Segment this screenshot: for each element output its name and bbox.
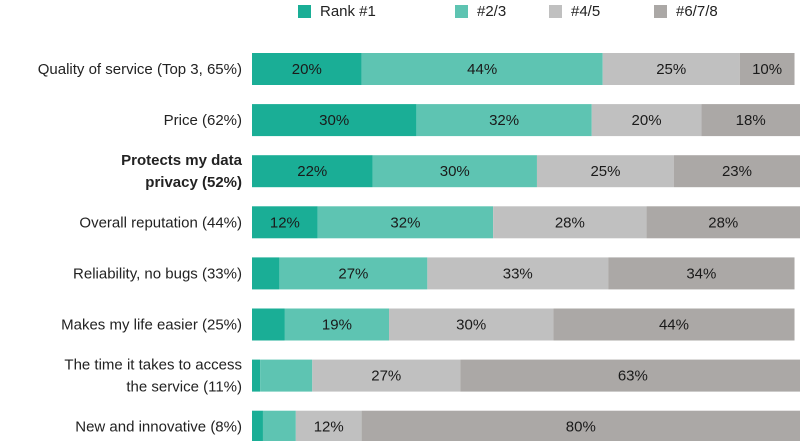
bar-segment-6-7-8 (673, 155, 800, 188)
category-label: Quality of service (Top 3, 65%) (38, 61, 242, 78)
data-label: 30% (456, 317, 486, 334)
legend-label-rank-1: Rank #1 (320, 3, 376, 20)
data-label: 12% (314, 419, 344, 436)
category-label: Makes my life easier (25%) (61, 317, 242, 334)
data-label: 30% (440, 163, 470, 180)
data-label: 30% (319, 112, 349, 129)
category-label: New and innovative (8%) (75, 419, 242, 436)
legend-swatch-2-3 (455, 5, 468, 18)
data-label: 10% (752, 61, 782, 78)
bar-segment-6-7-8 (460, 359, 800, 392)
bar-segment-2-3 (262, 410, 296, 441)
legend-swatch-6-7-8 (654, 5, 667, 18)
data-label: 44% (467, 61, 497, 78)
data-label: 28% (708, 214, 738, 231)
data-label: 80% (566, 419, 596, 436)
data-label: 22% (297, 163, 327, 180)
data-label: 32% (390, 214, 420, 231)
legend-swatch-4-5 (549, 5, 562, 18)
data-label: 34% (686, 265, 716, 282)
bar-segment-2-3 (317, 206, 494, 239)
bar-segment-6-7-8 (553, 308, 795, 341)
category-label: privacy (52%) (145, 174, 242, 191)
bar-segment-2-3 (361, 53, 603, 85)
bar-segment-4-5 (591, 104, 702, 137)
bar-segment-rank-1 (252, 104, 417, 137)
bar-segment-6-7-8 (608, 257, 795, 290)
bars: 20% 44% 25% 10% 30% 32% 20% 18% 22% 30% 25% 23% 12% 3… (252, 53, 800, 441)
data-label: 25% (590, 163, 620, 180)
bar-segment-rank-1 (252, 206, 318, 239)
data-label: 33% (503, 265, 533, 282)
bar-segment-4-5 (389, 308, 554, 341)
bar-segment-4-5 (536, 155, 674, 188)
data-label: 27% (371, 368, 401, 385)
bar-segment-rank-1 (252, 308, 285, 341)
category-label: Reliability, no bugs (33%) (73, 265, 242, 282)
bar-segment-6-7-8 (361, 410, 800, 441)
legend-label-4-5: #4/5 (571, 3, 600, 20)
category-labels: Quality of service (Top 3, 65%) Price (62… (38, 61, 243, 436)
bar-segment-rank-1 (252, 359, 261, 392)
data-label: 18% (736, 112, 766, 129)
data-label: 32% (489, 112, 519, 129)
bar-segment-4-5 (602, 53, 740, 85)
legend-label-2-3: #2/3 (477, 3, 506, 20)
data-label: 25% (656, 61, 686, 78)
bar-segment-4-5 (427, 257, 609, 290)
data-label: 23% (722, 163, 752, 180)
bar-segment-2-3 (284, 308, 389, 341)
bar-segment-6-7-8 (701, 104, 800, 137)
data-label: 20% (632, 112, 662, 129)
bar-segment-4-5 (295, 410, 362, 441)
category-label: the service (11%) (126, 379, 242, 396)
category-label: Overall reputation (44%) (79, 214, 242, 231)
bar-segment-4-5 (493, 206, 647, 239)
bar-segment-rank-1 (252, 53, 362, 85)
data-label: 12% (270, 214, 300, 231)
category-label: The time it takes to access (64, 357, 242, 374)
data-label: 28% (555, 214, 585, 231)
bar-segment-6-7-8 (739, 53, 795, 85)
category-label: Price (62%) (164, 112, 242, 129)
bar-segment-2-3 (279, 257, 428, 290)
legend-swatch-rank-1 (298, 5, 311, 18)
data-label: 44% (659, 317, 689, 334)
data-label: 20% (292, 61, 322, 78)
legend-label-6-7-8: #6/7/8 (676, 3, 718, 20)
bar-segment-2-3 (416, 104, 592, 137)
bar-segment-rank-1 (252, 257, 280, 290)
bar-segment-rank-1 (252, 410, 263, 441)
bar-segment-6-7-8 (646, 206, 800, 239)
bar-segment-rank-1 (252, 155, 373, 188)
category-label: Protects my data (121, 152, 243, 169)
data-label: 63% (618, 368, 648, 385)
bar-segment-2-3 (260, 359, 313, 392)
legend: Rank #1 #2/3 #4/5 #6/7/8 (298, 3, 718, 20)
bar-segment-4-5 (312, 359, 461, 392)
bar-segment-2-3 (372, 155, 537, 188)
data-label: 27% (338, 265, 368, 282)
data-label: 19% (322, 317, 352, 334)
